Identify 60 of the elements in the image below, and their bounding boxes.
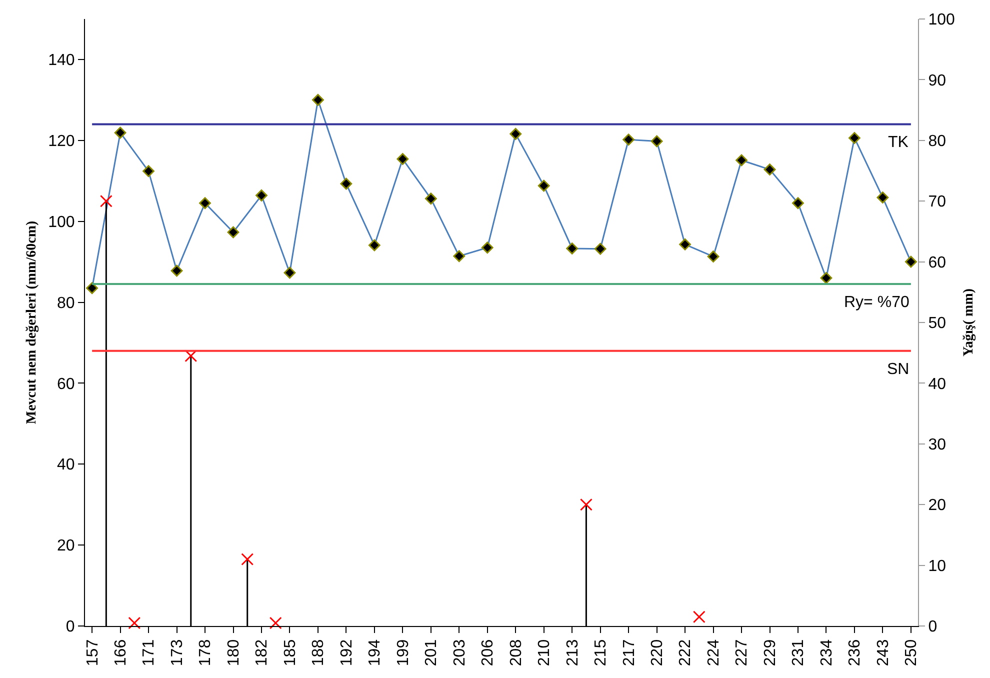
x-tick-label: 231 [790, 639, 808, 666]
x-tick-label: 182 [254, 639, 271, 666]
y2-tick-label: 30 [928, 436, 946, 454]
x-tick-label: 224 [705, 639, 722, 666]
ref-line-label: SN [887, 361, 910, 378]
y-axis-title: Mevcut nem değerleri (mm/60cm) [24, 220, 40, 424]
y-tick-label: 20 [57, 538, 75, 555]
x-tick-label: 210 [536, 639, 554, 666]
y2-tick-label: 40 [928, 376, 946, 393]
y-tick-label: 60 [57, 376, 75, 393]
x-tick-label: 178 [197, 639, 214, 666]
x-tick-label: 166 [112, 639, 130, 666]
point [128, 616, 141, 630]
x-tick-label: 243 [874, 639, 892, 666]
point [100, 194, 112, 208]
y-tick-label: 0 [66, 618, 75, 636]
y2-tick-label: 70 [928, 194, 946, 211]
x-tick-label: 227 [734, 639, 751, 666]
y-tick-label: 100 [48, 214, 75, 231]
x-tick-label: 203 [451, 639, 468, 666]
ref-line-label: TK [888, 134, 909, 151]
x-tick-label: 222 [677, 639, 694, 666]
x-tick-label: 220 [649, 639, 666, 666]
x-tick-label: 217 [620, 639, 638, 666]
x-tick-label: 236 [846, 639, 864, 666]
y2-tick-label: 100 [928, 12, 955, 29]
point [580, 498, 592, 511]
y2-tick-label: 10 [928, 558, 946, 575]
x-tick-label: 234 [818, 639, 836, 666]
x-tick-label: 185 [282, 639, 299, 666]
y-tick-label: 140 [48, 52, 75, 70]
y2-tick-label: 60 [928, 254, 946, 272]
x-tick-label: 208 [508, 639, 525, 666]
x-tick-label: 171 [140, 639, 158, 666]
x-tick-label: 250 [903, 639, 920, 666]
x-tick-label: 173 [168, 639, 186, 666]
ref-line-label: Ry= %70 [844, 294, 910, 311]
y2-axis-title: Yağış( mm) [961, 288, 976, 357]
x-tick-label: 215 [592, 639, 610, 666]
x-tick-label: 157 [84, 639, 102, 666]
y2-tick-label: 90 [928, 72, 946, 90]
point [269, 616, 282, 630]
y-tick-label: 120 [48, 133, 75, 150]
point [241, 552, 254, 566]
y2-tick-label: 20 [928, 497, 946, 514]
x-tick-label: 199 [394, 639, 412, 666]
x-tick-label: 201 [423, 639, 440, 666]
point [692, 610, 706, 624]
y-tick-label: 80 [57, 294, 75, 312]
x-tick-label: 194 [366, 639, 384, 666]
x-tick-label: 188 [310, 639, 328, 666]
x-tick-label: 180 [225, 639, 242, 666]
y2-tick-label: 0 [928, 618, 938, 636]
x-tick-label: 206 [480, 639, 497, 666]
x-tick-label: 213 [564, 639, 582, 666]
y-tick-label: 40 [57, 456, 75, 474]
x-tick-label: 229 [762, 639, 779, 666]
y2-tick-label: 50 [928, 315, 946, 332]
y2-tick-label: 80 [928, 133, 946, 150]
x-tick-label: 192 [338, 639, 356, 666]
